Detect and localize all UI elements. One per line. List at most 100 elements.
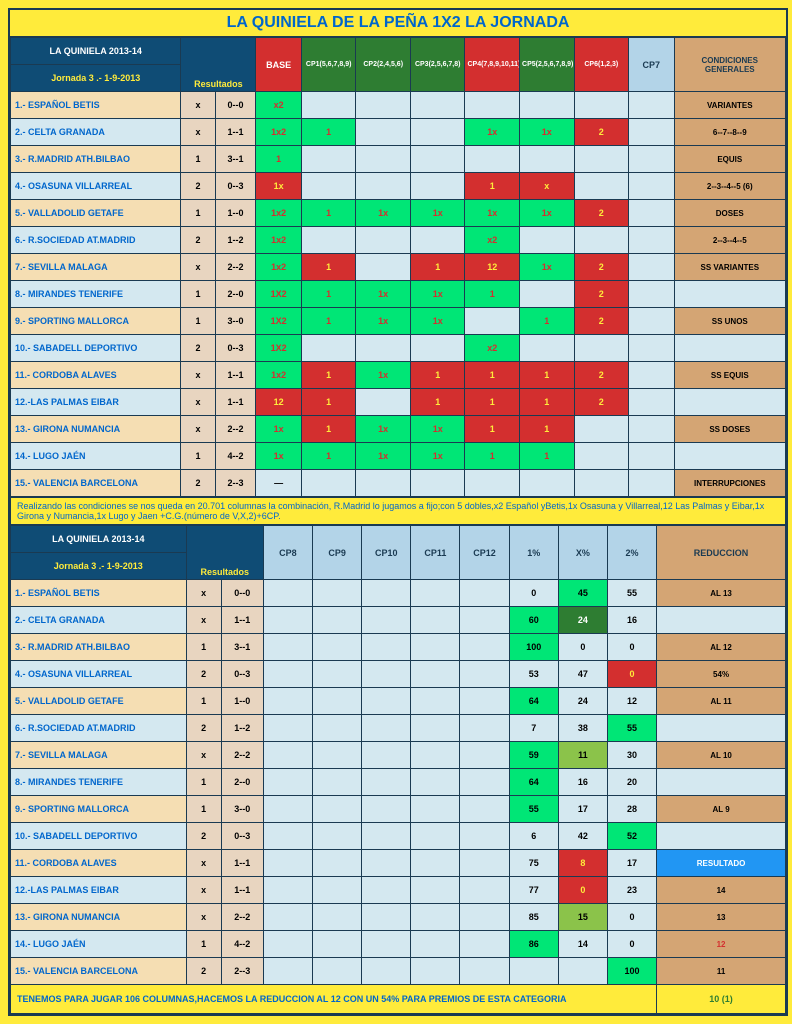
cp-cell xyxy=(410,335,465,362)
cp-cell xyxy=(301,92,356,119)
cp-cell xyxy=(410,146,465,173)
score-cell: 3--1 xyxy=(215,146,256,173)
table-row: 5.- VALLADOLID GETAFE11--0642412AL 11 xyxy=(11,688,786,715)
reduc-cell xyxy=(657,823,786,850)
score-cell: 1--1 xyxy=(215,362,256,389)
pct1-cell: 53 xyxy=(509,661,558,688)
table-row: 6.- R.SOCIEDAD AT.MADRID21--21x2x22--3--… xyxy=(11,227,786,254)
table-row: 7.- SEVILLA MALAGAx2--2591130AL 10 xyxy=(11,742,786,769)
cond-cell: EQUIS xyxy=(674,146,785,173)
match-name: 6.- R.SOCIEDAD AT.MADRID xyxy=(11,715,187,742)
result-cell: 2 xyxy=(186,661,221,688)
cp-cell: 1x xyxy=(465,200,520,227)
cp-cell xyxy=(362,661,411,688)
cp-cell xyxy=(301,470,356,497)
match-name: 7.- SEVILLA MALAGA xyxy=(11,742,187,769)
cp-cell: 1x xyxy=(410,281,465,308)
cp-cell xyxy=(629,146,674,173)
cp-cell xyxy=(362,580,411,607)
cp-cell xyxy=(362,850,411,877)
cp-cell xyxy=(411,823,460,850)
base-cell: 1x xyxy=(256,443,301,470)
table-row: 3.- R.MADRID ATH.BILBAO13--11EQUIS xyxy=(11,146,786,173)
cp-cell xyxy=(410,227,465,254)
pct1-cell: 85 xyxy=(509,904,558,931)
cp-cell xyxy=(263,796,312,823)
result-cell: x xyxy=(186,850,221,877)
table-row: 11.- CORDOBA ALAVESx1--175817RESULTADO xyxy=(11,850,786,877)
cp-cell: 2 xyxy=(574,200,629,227)
result-cell: x xyxy=(186,607,221,634)
result-cell: 1 xyxy=(181,200,215,227)
base-cell: — xyxy=(256,470,301,497)
cp-cell xyxy=(263,607,312,634)
result-cell: 2 xyxy=(186,958,221,985)
reduc-cell: AL 12 xyxy=(657,634,786,661)
base-cell: x2 xyxy=(256,92,301,119)
reduc-cell: 12 xyxy=(657,931,786,958)
cp-cell xyxy=(301,227,356,254)
pctx-cell: 0 xyxy=(558,634,607,661)
hdr-cp5: CP5(2,5,6,7,8,9) xyxy=(520,38,575,92)
hdr-resultados: Resultados xyxy=(194,79,243,89)
result-cell: 1 xyxy=(186,931,221,958)
match-name: 12.-LAS PALMAS EIBAR xyxy=(11,389,181,416)
hdr-px: X% xyxy=(558,526,607,580)
table-row: 12.-LAS PALMAS EIBARx1--17702314 xyxy=(11,877,786,904)
score-cell: 0--3 xyxy=(215,173,256,200)
table-row: 9.- SPORTING MALLORCA13--01X211x1x12SS U… xyxy=(11,308,786,335)
result-cell: 1 xyxy=(181,443,215,470)
pctx-cell: 45 xyxy=(558,580,607,607)
match-name: 15.- VALENCIA BARCELONA xyxy=(11,470,181,497)
cp-cell xyxy=(362,877,411,904)
cp-cell xyxy=(362,796,411,823)
pct2-cell: 52 xyxy=(607,823,656,850)
pctx-cell: 24 xyxy=(558,688,607,715)
cp-cell xyxy=(411,742,460,769)
base-cell: 1x2 xyxy=(256,254,301,281)
reduc-cell: RESULTADO xyxy=(657,850,786,877)
cp-cell: 2 xyxy=(574,254,629,281)
cond-cell xyxy=(674,335,785,362)
cp-cell: 1 xyxy=(301,200,356,227)
table-row: 4.- OSASUNA VILLARREAL20--31x1x2--3--4--… xyxy=(11,173,786,200)
cp-cell: 1 xyxy=(301,281,356,308)
cp-cell xyxy=(520,227,575,254)
hdr-league: LA QUINIELA 2013-14 xyxy=(11,38,181,65)
score-cell: 0--3 xyxy=(221,661,263,688)
cond-cell: INTERRUPCIONES xyxy=(674,470,785,497)
pct2-cell: 0 xyxy=(607,904,656,931)
cp-cell xyxy=(411,634,460,661)
cp-cell: 1x xyxy=(356,416,411,443)
hdr-cp3: CP3(2,5,6,7,8) xyxy=(410,38,465,92)
table-row: 13.- GIRONA NUMANCIAx2--21x11x1x11SS DOS… xyxy=(11,416,786,443)
pct2-cell: 23 xyxy=(607,877,656,904)
score-cell: 2--0 xyxy=(221,769,263,796)
match-name: 2.- CELTA GRANADA xyxy=(11,119,181,146)
cp-cell xyxy=(629,119,674,146)
result-cell: x xyxy=(186,580,221,607)
score-cell: 2--2 xyxy=(215,254,256,281)
match-name: 7.- SEVILLA MALAGA xyxy=(11,254,181,281)
score-cell: 1--1 xyxy=(221,850,263,877)
footer-text: TENEMOS PARA JUGAR 106 COLUMNAS,HACEMOS … xyxy=(11,985,657,1014)
cp-cell xyxy=(263,877,312,904)
match-name: 11.- CORDOBA ALAVES xyxy=(11,362,181,389)
cp-cell xyxy=(520,335,575,362)
hdr-cp11: CP11 xyxy=(411,526,460,580)
cond-cell: SS VARIANTES xyxy=(674,254,785,281)
table-row: 8.- MIRANDES TENERIFE12--0641620 xyxy=(11,769,786,796)
cp-cell xyxy=(629,416,674,443)
cond-cell xyxy=(674,389,785,416)
reduc-cell xyxy=(657,769,786,796)
result-cell: 1 xyxy=(186,769,221,796)
cp-cell xyxy=(313,958,362,985)
match-name: 10.- SABADELL DEPORTIVO xyxy=(11,335,181,362)
cp-cell xyxy=(460,634,509,661)
result-cell: x xyxy=(186,877,221,904)
hdr-jornada: Jornada 3 .- 1-9-2013 xyxy=(11,65,181,92)
cp-cell xyxy=(411,958,460,985)
cp-cell xyxy=(465,146,520,173)
cp-cell xyxy=(411,607,460,634)
cp-cell xyxy=(411,688,460,715)
